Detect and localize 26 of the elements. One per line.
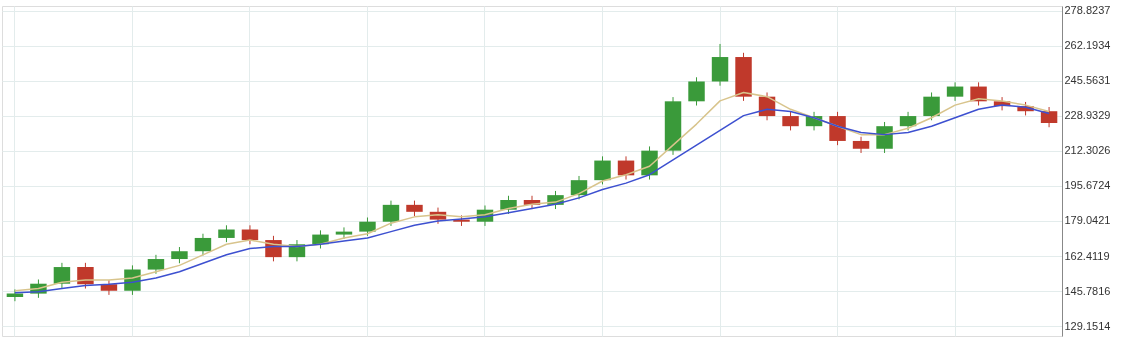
y-tick-label: 129.1514: [1064, 319, 1111, 332]
candlestick: [688, 76, 705, 107]
candlestick: [382, 200, 400, 227]
y-tick-label: 162.4119: [1064, 249, 1110, 262]
y-tick-label: 179.0421: [1064, 214, 1111, 227]
candlestick: [852, 136, 870, 154]
candlestick: [876, 121, 893, 154]
candlestick: [594, 155, 611, 185]
y-tick-label: 145.7816: [1064, 284, 1111, 297]
candlestick: [1040, 106, 1058, 128]
y-tick-label: 245.5631: [1064, 74, 1111, 87]
candlestick: [899, 111, 917, 131]
candlestick: [359, 217, 376, 237]
candlestick: [923, 91, 940, 121]
candlestick: [782, 111, 799, 131]
candlestick: [241, 224, 259, 245]
candlestick: [946, 81, 964, 102]
candlestick: [147, 254, 165, 275]
y-tick-label: 212.3026: [1064, 144, 1111, 157]
candlestick: [194, 233, 212, 256]
y-tick-label: 278.8237: [1064, 4, 1111, 17]
candlestick: [53, 262, 71, 289]
y-tick-label: 228.9329: [1064, 109, 1111, 122]
y-tick-label: 195.6724: [1064, 179, 1111, 192]
candlestick: [335, 226, 353, 240]
y-tick-label: 262.1934: [1064, 39, 1111, 52]
